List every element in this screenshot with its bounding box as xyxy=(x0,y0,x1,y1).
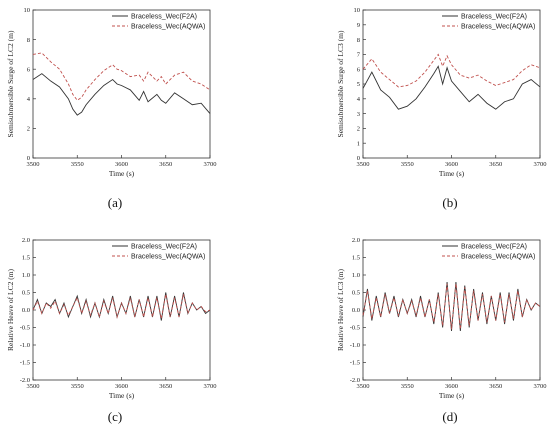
y-axis-label: Relative Heave of LC2 (m) xyxy=(6,268,15,351)
y-tick-label: 2 xyxy=(27,126,30,133)
y-tick-label: -2.0 xyxy=(350,377,360,384)
y-tick-label: -0.5 xyxy=(20,325,30,332)
plot-frame xyxy=(362,9,541,159)
x-axis-label: Time (s) xyxy=(439,169,465,178)
x-tick-label: 3500 xyxy=(27,161,40,168)
legend-label-2: Braceless_Wec(AQWA) xyxy=(461,253,535,260)
y-tick-label: 1.0 xyxy=(352,272,360,279)
x-tick-label: 3500 xyxy=(357,161,370,168)
x-tick-label: 3600 xyxy=(115,161,128,168)
x-tick-label: 3650 xyxy=(489,383,502,390)
legend-label-2: Braceless_Wec(AQWA) xyxy=(131,253,205,260)
legend-label-2: Braceless_Wec(AQWA) xyxy=(131,23,205,30)
y-axis-label: Semisubmersible Surge of LC2 (m) xyxy=(6,30,15,137)
x-tick-label: 3550 xyxy=(401,161,414,168)
panel-caption: (b) xyxy=(442,195,457,210)
y-tick-label: -1.0 xyxy=(350,342,360,349)
y-tick-label: 8 xyxy=(27,37,30,44)
y-tick-label: 1.5 xyxy=(22,255,30,262)
x-tick-label: 3700 xyxy=(534,383,547,390)
legend-label-1: Braceless_Wec(F2A) xyxy=(131,243,197,250)
x-tick-label: 3700 xyxy=(204,161,217,168)
y-tick-label: 10 xyxy=(24,7,31,14)
y-tick-label: -0.5 xyxy=(350,325,360,332)
y-tick-label: 0 xyxy=(27,155,30,162)
y-tick-label: -1.5 xyxy=(20,360,30,367)
x-tick-label: 3550 xyxy=(71,383,84,390)
plot-frame xyxy=(32,9,211,159)
y-tick-label: -2.0 xyxy=(20,377,30,384)
y-tick-label: 10 xyxy=(354,7,361,14)
y-tick-label: 4 xyxy=(27,96,31,103)
y-tick-label: 0.5 xyxy=(22,290,30,297)
x-tick-label: 3500 xyxy=(27,383,40,390)
y-axis-label: Relative Heave of LC3 (m) xyxy=(336,268,345,351)
x-tick-label: 3650 xyxy=(489,161,502,168)
y-tick-label: 1.5 xyxy=(352,255,360,262)
legend-label-1: Braceless_Wec(F2A) xyxy=(461,13,527,20)
y-tick-label: 0.0 xyxy=(22,307,30,314)
chart-panel-4: 3500 3550 3600 3650 3700 -2.0 -1.5 -1.0 -0.5 0.0 0… xyxy=(336,237,547,424)
series-line-1 xyxy=(32,73,211,116)
x-tick-label: 3500 xyxy=(357,383,370,390)
series-line-2 xyxy=(32,294,211,319)
chart-panel-1: 3500 3550 3600 3650 3700 0 2 4 6 8 10 Time (s) Semis… xyxy=(6,7,217,210)
series-line-1 xyxy=(362,281,541,332)
chart-panel-3: 3500 3550 3600 3650 3700 -2.0 -1.5 -1.0 -0.5 0.0 0… xyxy=(6,237,217,424)
y-tick-label: 8 xyxy=(357,37,360,44)
y-tick-label: -1.0 xyxy=(20,342,30,349)
y-tick-label: 7 xyxy=(357,52,361,59)
panel-caption: (a) xyxy=(108,195,122,210)
y-tick-label: 1.0 xyxy=(22,272,30,279)
x-tick-label: 3550 xyxy=(71,161,84,168)
y-tick-label: 6 xyxy=(27,66,31,73)
series-line-2 xyxy=(32,52,211,101)
legend-label-2: Braceless_Wec(AQWA) xyxy=(461,23,535,30)
y-tick-label: 0 xyxy=(357,155,360,162)
y-tick-label: 9 xyxy=(357,22,360,29)
series-line-2 xyxy=(362,283,541,330)
x-tick-label: 3650 xyxy=(159,161,172,168)
y-tick-label: 1 xyxy=(357,140,360,147)
x-axis-label: Time (s) xyxy=(109,391,135,400)
series-line-1 xyxy=(32,292,211,321)
x-tick-label: 3550 xyxy=(401,383,414,390)
panel-caption: (c) xyxy=(108,409,122,424)
y-tick-label: 4 xyxy=(357,96,361,103)
legend-label-1: Braceless_Wec(F2A) xyxy=(461,243,527,250)
plot-frame xyxy=(362,239,541,381)
x-tick-label: 3700 xyxy=(204,383,217,390)
series-line-2 xyxy=(362,53,541,88)
x-axis-label: Time (s) xyxy=(109,169,135,178)
y-tick-label: -1.5 xyxy=(350,360,360,367)
x-tick-label: 3600 xyxy=(445,161,458,168)
y-tick-label: 2.0 xyxy=(22,237,30,244)
x-tick-label: 3700 xyxy=(534,161,547,168)
y-tick-label: 0.5 xyxy=(352,290,360,297)
y-tick-label: 0.0 xyxy=(352,307,360,314)
x-tick-label: 3600 xyxy=(445,383,458,390)
y-tick-label: 5 xyxy=(357,81,360,88)
chart-panel-2: 3500 3550 3600 3650 3700 0 1 2 3 4 5 6 7 8 9 10 Time (s)… xyxy=(336,7,547,210)
legend-label-1: Braceless_Wec(F2A) xyxy=(131,13,197,20)
y-tick-label: 6 xyxy=(357,66,361,73)
panel-caption: (d) xyxy=(442,409,457,424)
x-tick-label: 3650 xyxy=(159,383,172,390)
x-axis-label: Time (s) xyxy=(439,391,465,400)
y-tick-label: 3 xyxy=(357,111,360,118)
y-tick-label: 2.0 xyxy=(352,237,360,244)
y-tick-label: 2 xyxy=(357,126,360,133)
plot-frame xyxy=(32,239,211,381)
x-tick-label: 3600 xyxy=(115,383,128,390)
series-line-1 xyxy=(362,65,541,110)
y-axis-label: Semisubmersible Surge of LC3 (m) xyxy=(336,30,345,137)
